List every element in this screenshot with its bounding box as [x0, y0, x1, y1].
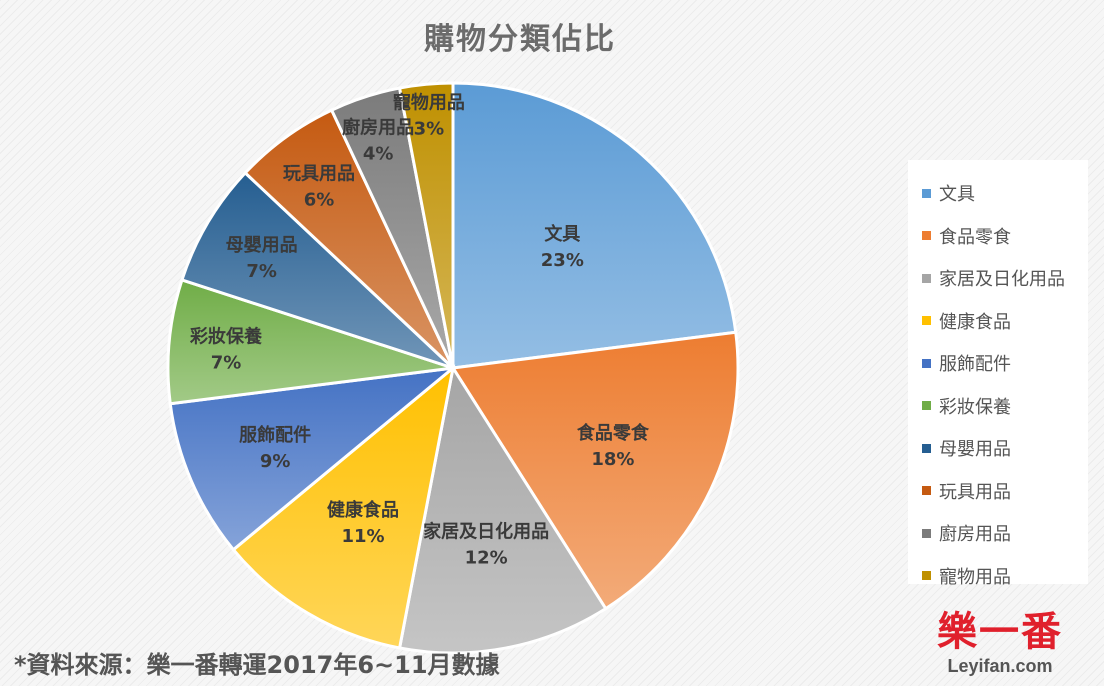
pie-slice-2 [450, 330, 740, 611]
slice-category-label-3: 家居及日化用品 [423, 521, 549, 543]
legend-swatch-10 [922, 571, 931, 581]
source-note: *資料來源：樂一番轉運2017年6~11月數據 [14, 651, 500, 679]
pie-slice-3 [397, 363, 608, 655]
legend-label-3: 家居及日化用品 [939, 269, 1065, 291]
legend-swatch-6 [922, 401, 931, 411]
legend-label-9: 廚房用品 [939, 524, 1011, 546]
chart-legend: 文具食品零食家居及日化用品 健康食品服飾配件彩妝保養母嬰用品玩具用品廚房用品寵物用… [908, 160, 1088, 588]
brand-logo: 樂一番 Leyifan.com [920, 610, 1080, 684]
slice-category-label-5: 服飾配件 [239, 424, 311, 446]
pie-slices [166, 81, 740, 655]
legend-label-6: 彩妝保養 [939, 396, 1011, 418]
legend-item-2: 食品零食 [908, 215, 1088, 258]
slice-category-label-9: 廚房用品 [342, 117, 414, 139]
legend-label-4: 健康食品 [939, 311, 1011, 333]
legend-item-4: 健康食品 [908, 300, 1088, 343]
legend-swatch-2 [922, 231, 931, 241]
legend-item-3: 家居及日化用品 [908, 257, 1088, 300]
legend-item-5: 服飾配件 [908, 342, 1088, 385]
legend-swatch-4 [922, 316, 931, 326]
logo-url: Leyifan.com [947, 656, 1053, 676]
legend-item-1: 文具 [908, 172, 1088, 215]
pie-slice-5 [168, 365, 458, 552]
pie-chart: 文具 23% 食品零食 18% 家居及日化用品 12% 健康食品 11% 服飾配件 9% 彩妝保養 7… [166, 81, 740, 655]
legend-swatch-5 [922, 358, 931, 368]
slice-value-label-3: 12% [465, 548, 508, 569]
legend-item-9: 廚房用品 [908, 512, 1088, 555]
pie-slice-7 [180, 170, 455, 370]
logo-mark: 樂一番 [937, 609, 1063, 655]
chart-title: 購物分類佔比 [424, 22, 616, 57]
slice-category-label-1: 文具 [544, 223, 580, 245]
legend-label-8: 玩具用品 [939, 481, 1011, 503]
pie-slice-6 [166, 278, 454, 406]
slice-category-label-7: 母嬰用品 [226, 235, 298, 256]
slice-category-label-10: 寵物用品 [393, 92, 465, 114]
pie-data-labels: 文具 23% 食品零食 18% 家居及日化用品 12% 健康食品 11% 服飾配件 9% 彩妝保養 7… [189, 92, 650, 569]
slice-value-label-9: 4% [363, 144, 394, 165]
legend-item-6: 彩妝保養 [908, 385, 1088, 428]
slice-category-label-2: 食品零食 [576, 422, 650, 444]
slice-value-label-4: 11% [342, 526, 385, 547]
slice-value-label-6: 7% [211, 353, 242, 374]
slice-category-label-4: 健康食品 [327, 499, 399, 521]
legend-swatch-1 [922, 188, 931, 198]
slice-value-label-1: 23% [541, 250, 584, 271]
slice-value-label-5: 9% [260, 451, 291, 472]
pie-slice-1 [451, 81, 738, 370]
slice-category-label-6: 彩妝保養 [189, 326, 262, 348]
pie-slice-10 [397, 81, 455, 369]
legend-item-8: 玩具用品 [908, 470, 1088, 513]
legend-label-7: 母嬰用品 [939, 439, 1011, 461]
legend-label-2: 食品零食 [939, 226, 1011, 248]
slice-value-label-8: 6% [304, 190, 335, 211]
slice-value-label-7: 7% [246, 261, 277, 282]
legend-label-5: 服飾配件 [939, 354, 1011, 376]
legend-item-7: 母嬰用品 [908, 427, 1088, 470]
slice-category-label-8: 玩具用品 [283, 164, 355, 185]
legend-swatch-3 [922, 273, 931, 283]
legend-label-1: 文具 [939, 184, 975, 206]
legend-swatch-9 [922, 528, 931, 538]
legend-swatch-8 [922, 486, 931, 496]
pie-slice-4 [231, 364, 456, 650]
legend-item-10: 寵物用品 [908, 555, 1088, 598]
slice-value-label-10: 3% [414, 119, 445, 140]
legend-swatch-7 [922, 443, 931, 453]
slice-value-label-2: 18% [591, 449, 634, 470]
legend-label-10: 寵物用品 [939, 566, 1011, 588]
